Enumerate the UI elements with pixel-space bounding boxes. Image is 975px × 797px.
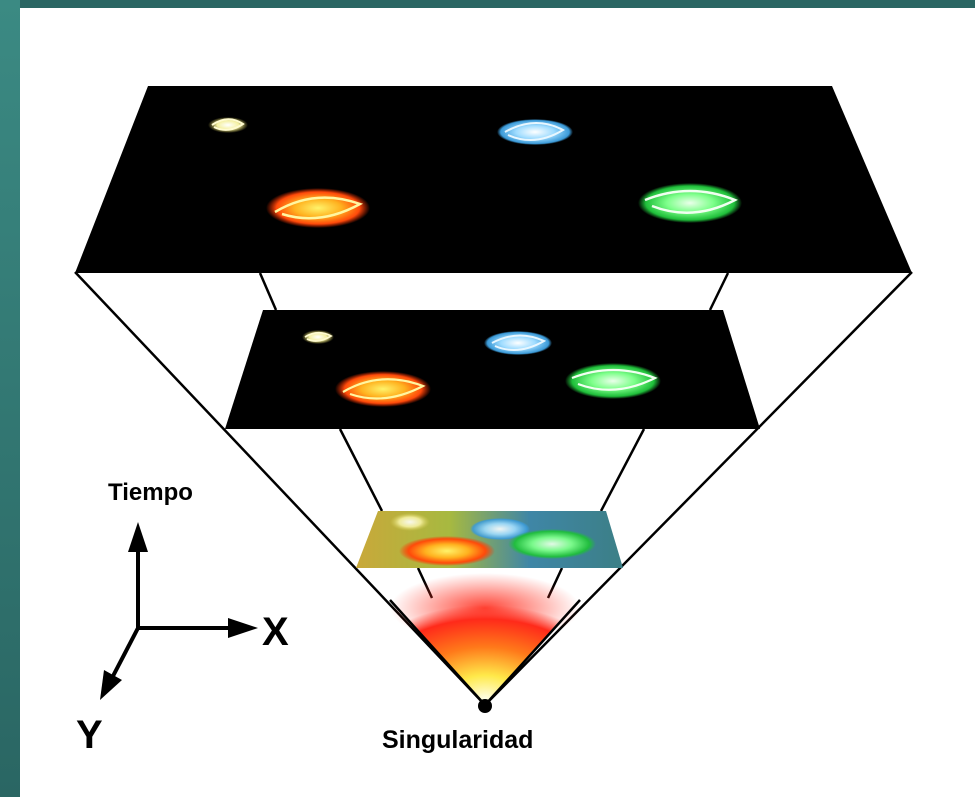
universe-plane-early [356,511,623,568]
galaxy-green-icon [565,363,661,399]
x-axis-arrowhead [228,618,258,638]
connector-top-left [258,272,278,311]
galaxy-yellow-icon [390,513,430,531]
slide-left-border [0,0,20,797]
coordinate-axes [100,522,258,700]
universe-plane-past [225,310,760,429]
galaxy-yellow-icon [208,117,248,133]
time-axis-arrowhead [128,522,148,552]
connector-top-right [708,272,730,311]
singularity-point [478,699,492,713]
galaxy-yellow-icon [302,330,334,344]
connector-mid-left [338,428,384,512]
time-axis-label: Tiempo [108,479,193,506]
cone-edges [74,271,913,706]
slide-top-border [0,0,975,8]
galaxy-orange-icon [399,536,495,566]
galaxy-green-icon [638,183,742,223]
galaxy-blue-icon [484,331,552,355]
galaxy-blue-icon [497,119,573,145]
y-axis-line [110,627,140,679]
cone-edge-right [484,271,913,706]
y-axis-label: Y [76,713,103,757]
x-axis-label: X [262,610,289,654]
galaxy-orange-icon [335,371,431,407]
galaxy-orange-icon [266,188,370,228]
galaxy-green-icon [508,529,596,559]
y-axis-arrowhead [100,670,122,700]
connector-mid-right [599,428,646,512]
singularity-fireball [389,573,581,706]
galaxy-blue-icon [470,518,530,540]
cone-edge-left [74,271,486,706]
universe-plane-present [75,86,912,273]
singularity-label: Singularidad [382,726,533,754]
